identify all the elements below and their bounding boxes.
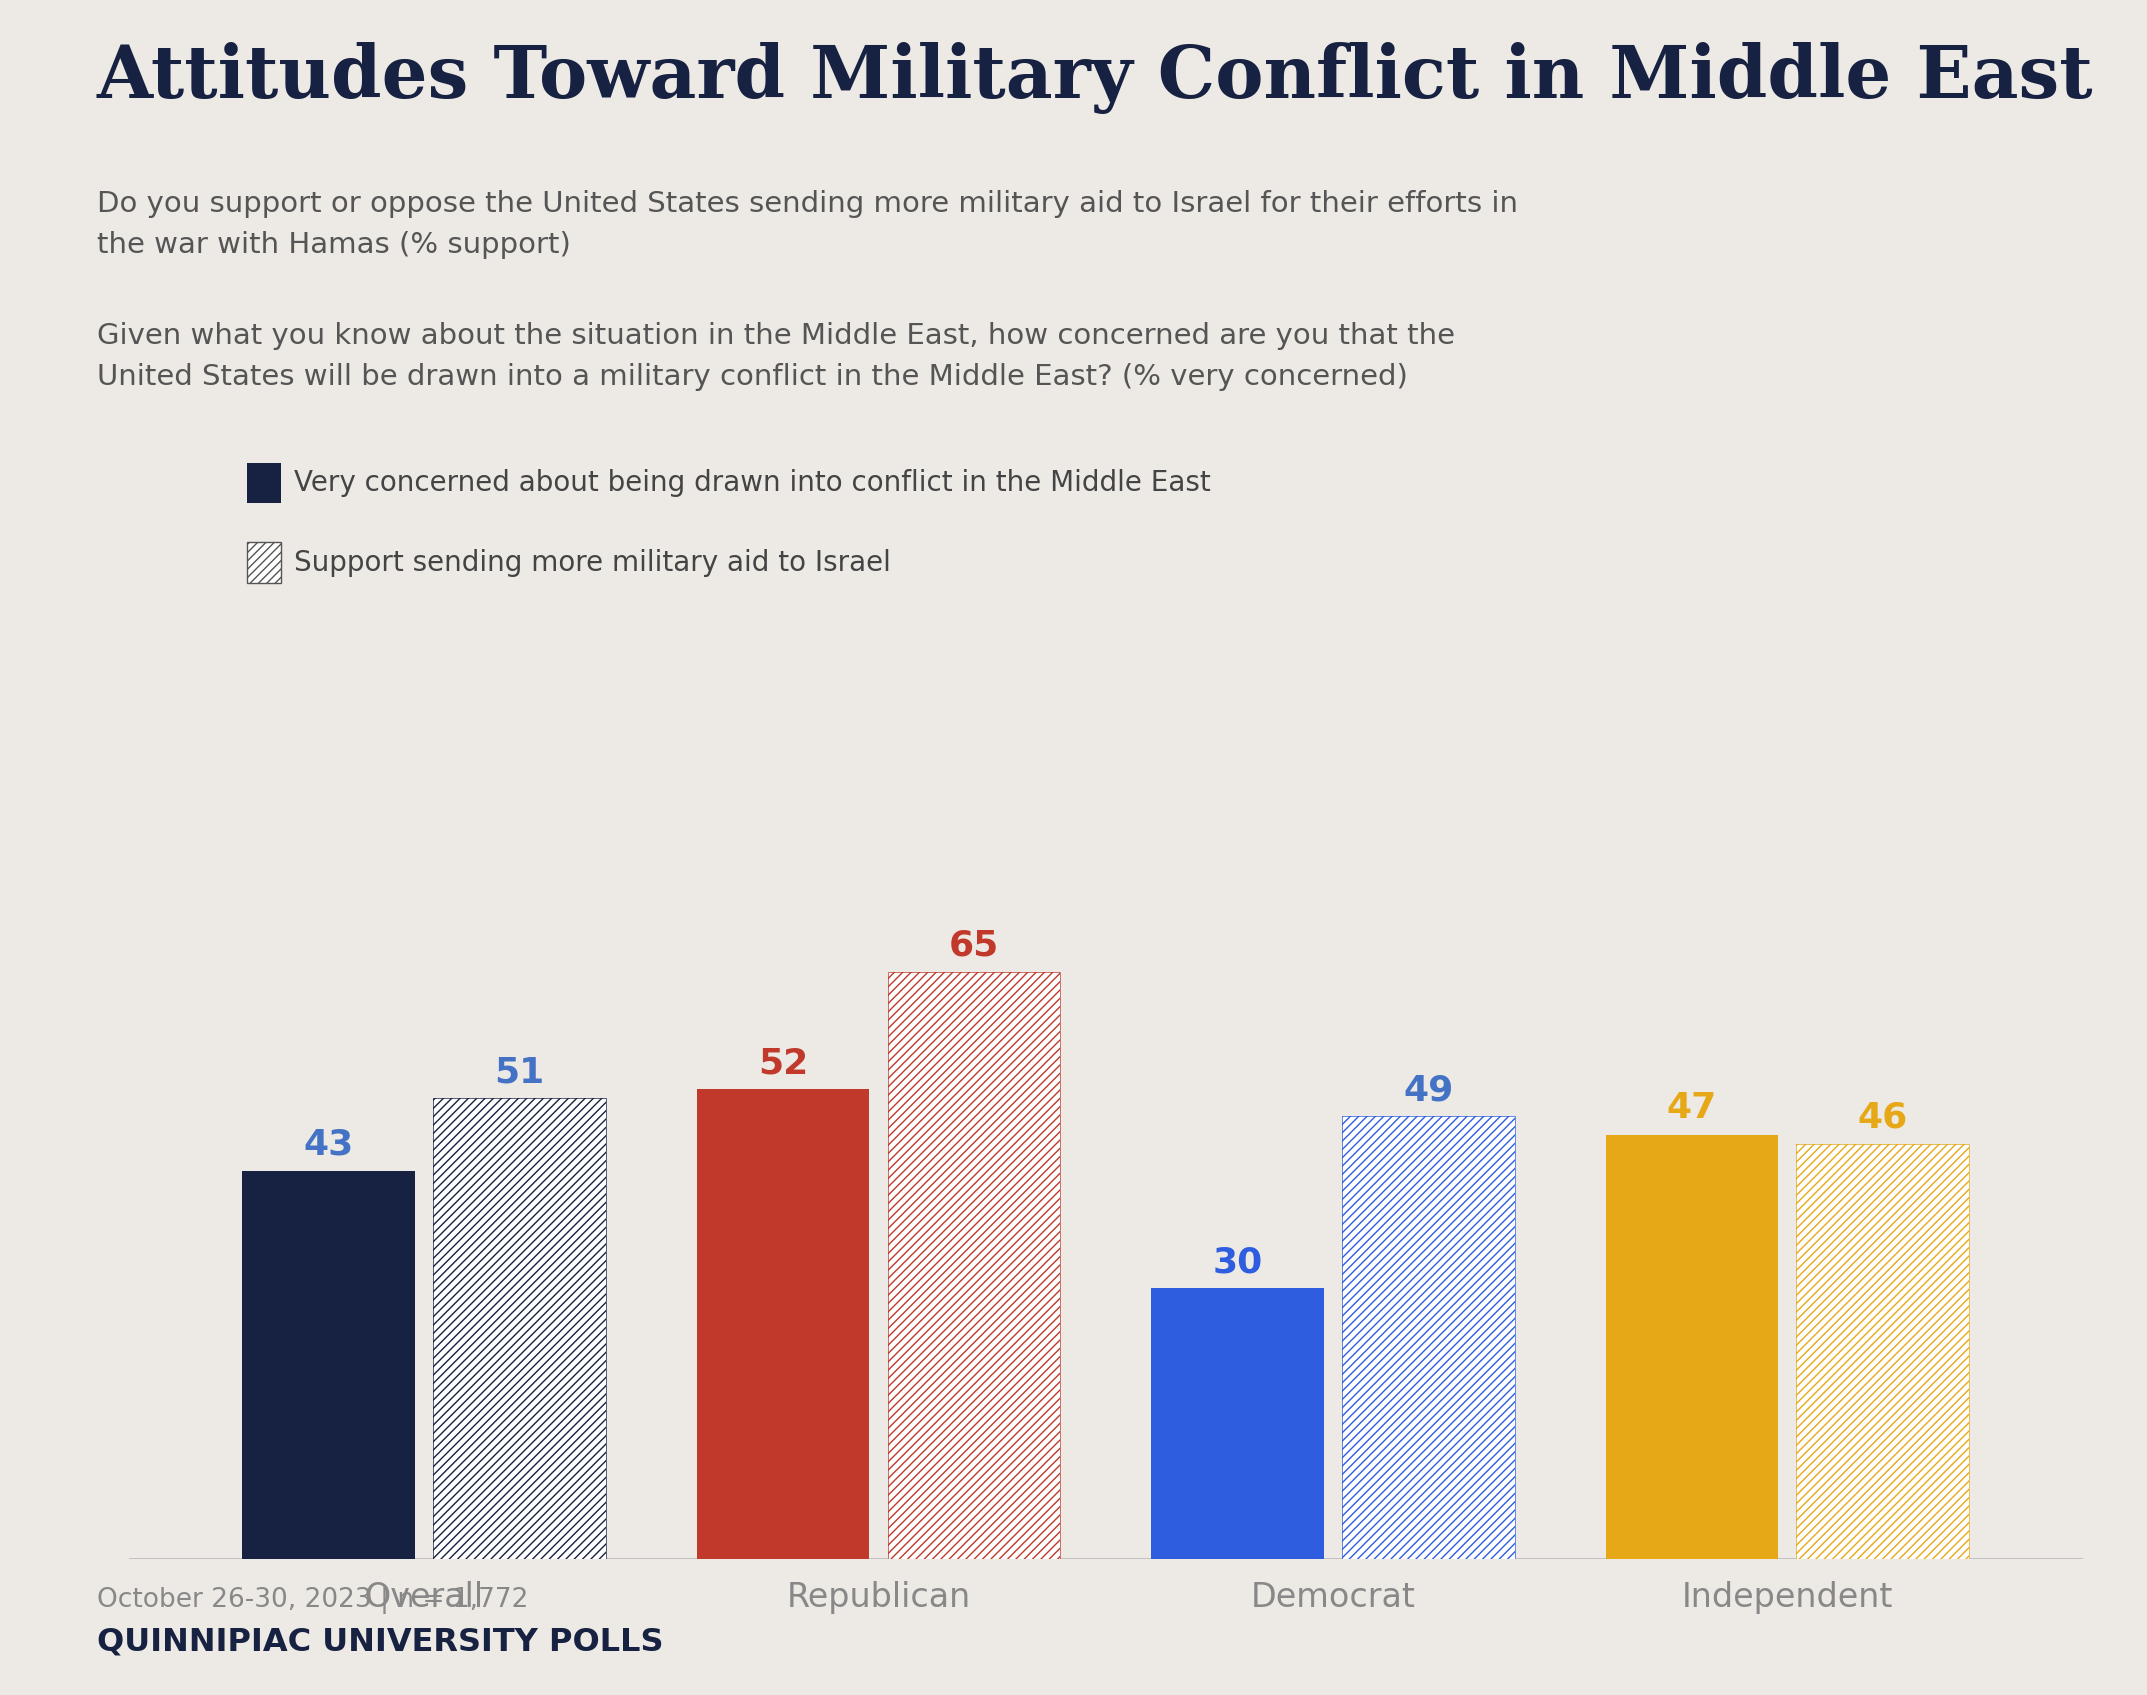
Text: Very concerned about being drawn into conflict in the Middle East: Very concerned about being drawn into co…: [294, 470, 1211, 497]
Bar: [1606, 1134, 1778, 1559]
Bar: [887, 971, 1061, 1559]
Text: Do you support or oppose the United States sending more military aid to Israel f: Do you support or oppose the United Stat…: [97, 190, 1518, 259]
Text: 46: 46: [1857, 1100, 1909, 1134]
Text: 52: 52: [758, 1046, 807, 1080]
Bar: [243, 1171, 414, 1559]
Text: 65: 65: [949, 929, 998, 963]
Text: 51: 51: [494, 1056, 545, 1090]
Text: 47: 47: [1666, 1092, 1718, 1125]
Text: Support sending more military aid to Israel: Support sending more military aid to Isr…: [294, 549, 891, 576]
Text: 43: 43: [303, 1127, 354, 1161]
Bar: [698, 1090, 870, 1559]
Bar: [1797, 1144, 1969, 1559]
Bar: [434, 1098, 605, 1559]
Text: QUINNIPIAC UNIVERSITY POLLS: QUINNIPIAC UNIVERSITY POLLS: [97, 1627, 663, 1658]
Bar: [1151, 1288, 1325, 1559]
Bar: [434, 1098, 605, 1559]
Text: 49: 49: [1404, 1073, 1454, 1107]
Text: 30: 30: [1213, 1246, 1262, 1280]
Bar: [887, 971, 1061, 1559]
Bar: [1342, 1117, 1514, 1559]
Bar: [1342, 1117, 1514, 1559]
Text: October 26-30, 2023 | n = 1,772: October 26-30, 2023 | n = 1,772: [97, 1587, 528, 1614]
Text: Attitudes Toward Military Conflict in Middle East: Attitudes Toward Military Conflict in Mi…: [97, 42, 2093, 114]
Text: Given what you know about the situation in the Middle East, how concerned are yo: Given what you know about the situation …: [97, 322, 1456, 392]
Bar: [1797, 1144, 1969, 1559]
